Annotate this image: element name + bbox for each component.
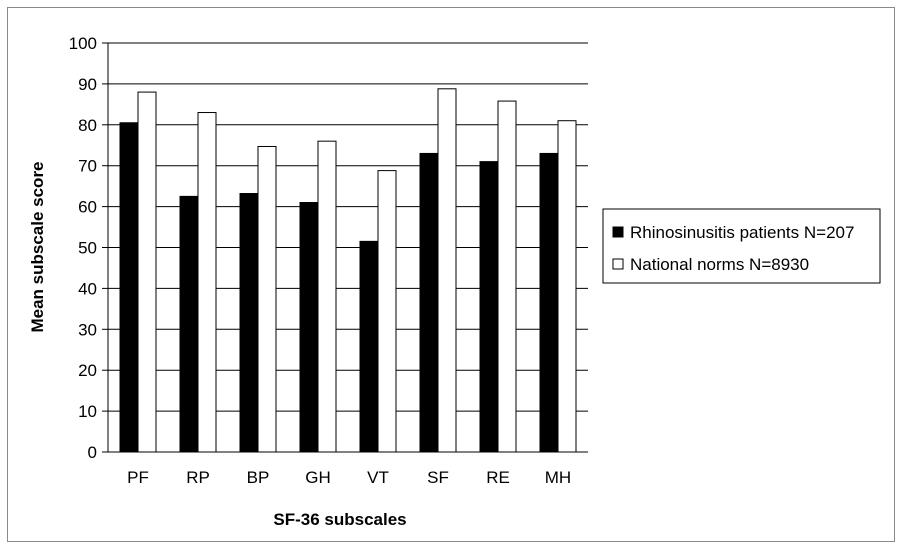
x-tick-label: GH	[305, 468, 331, 487]
bar-bp-patients	[239, 193, 259, 453]
legend-label: Rhinosinusitis patients N=207	[630, 223, 854, 242]
bar-sf-norms	[437, 88, 457, 453]
x-tick-label: PF	[127, 468, 149, 487]
bar-vt-norms	[377, 170, 397, 453]
y-tick-label: 10	[78, 402, 97, 421]
x-tick-label: RE	[486, 468, 510, 487]
legend-swatch	[612, 226, 624, 238]
bar-pf-norms	[137, 91, 157, 453]
bar-mh-patients	[539, 152, 559, 453]
x-tick-label: MH	[545, 468, 571, 487]
legend: Rhinosinusitis patients N=207 National no…	[602, 208, 881, 284]
x-tick-label: RP	[186, 468, 210, 487]
axes	[107, 43, 588, 453]
y-tick-label: 90	[78, 75, 97, 94]
legend-label: National norms N=8930	[630, 255, 809, 274]
bar-mh-norms	[557, 120, 577, 453]
legend-swatch	[612, 258, 624, 270]
y-tick-label: 80	[78, 116, 97, 135]
chart-frame	[7, 7, 895, 542]
legend-box	[602, 208, 881, 284]
x-tick-labels: PF RP BP GH VT SF RE MH	[127, 468, 571, 487]
x-tick-label: VT	[367, 468, 389, 487]
y-tick-label: 0	[88, 443, 97, 462]
bars	[119, 88, 577, 453]
bar-rp-patients	[179, 195, 199, 453]
y-tick-label: 50	[78, 239, 97, 258]
bar-gh-patients	[299, 202, 319, 453]
y-tick-label: 30	[78, 320, 97, 339]
y-tick-label: 60	[78, 198, 97, 217]
y-axis-title: Mean subscale score	[28, 161, 47, 332]
bar-re-norms	[497, 100, 517, 453]
x-tick-label: BP	[247, 468, 270, 487]
y-tick-label: 40	[78, 279, 97, 298]
x-axis-title: SF-36 subscales	[273, 510, 406, 529]
bar-bp-norms	[257, 145, 277, 453]
y-tick-labels: 0 10 20 30 40 50 60 70 80 90 100	[69, 34, 97, 462]
x-tick-label: SF	[427, 468, 449, 487]
bar-pf-patients	[119, 122, 139, 453]
bar-gh-norms	[317, 140, 337, 453]
y-tick-label: 20	[78, 361, 97, 380]
bar-vt-patients	[359, 240, 379, 453]
y-tick-label: 70	[78, 157, 97, 176]
y-tick-label: 100	[69, 34, 97, 53]
bar-rp-norms	[197, 112, 217, 453]
bar-re-patients	[479, 161, 499, 453]
bar-sf-patients	[419, 152, 439, 453]
